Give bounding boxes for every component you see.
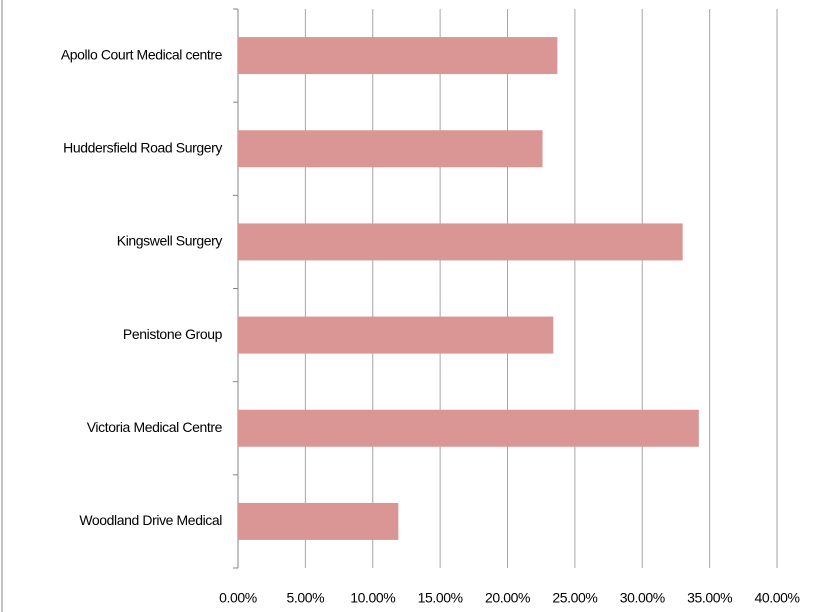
bar (238, 409, 699, 447)
bar (238, 130, 543, 168)
x-tick-label: 40.00% (754, 590, 799, 606)
bar (238, 37, 558, 75)
y-tick-label: Woodland Drive Medical (79, 512, 222, 528)
x-tick-label: 0.00% (219, 590, 257, 606)
bar (238, 502, 399, 540)
x-tick-label: 5.00% (287, 590, 325, 606)
y-tick-label: Huddersfield Road Surgery (63, 139, 222, 155)
x-tick-label: 10.00% (350, 590, 395, 606)
x-tick-label: 25.00% (552, 590, 597, 606)
y-tick-label: Victoria Medical Centre (87, 419, 223, 435)
y-tick-label: Apollo Court Medical centre (61, 46, 223, 62)
bar (238, 223, 683, 261)
x-tick-label: 30.00% (620, 590, 665, 606)
x-tick-label: 20.00% (485, 590, 530, 606)
x-tick-label: 35.00% (687, 590, 732, 606)
y-tick-label: Penistone Group (123, 326, 223, 342)
bar (238, 316, 554, 354)
y-tick-label: Kingswell Surgery (117, 233, 223, 249)
x-tick-label: 15.00% (418, 590, 463, 606)
